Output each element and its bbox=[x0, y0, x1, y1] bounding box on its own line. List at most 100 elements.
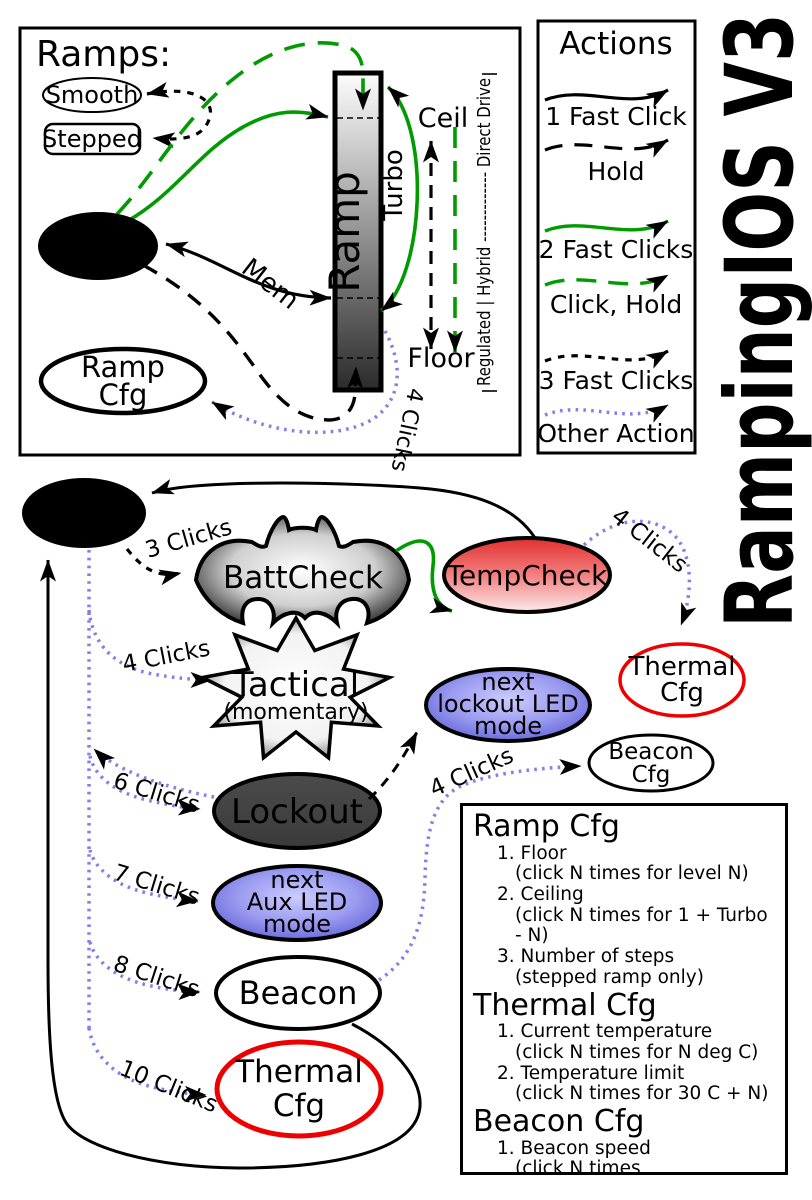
clicks8-label: 8 Clicks bbox=[110, 951, 202, 1003]
stepped-label: Stepped bbox=[42, 125, 142, 153]
thermal-cfg-label-line2: Cfg bbox=[660, 678, 704, 708]
legend-label-2-fast-clicks: 2 Fast Clicks bbox=[539, 235, 694, 264]
off-node-top bbox=[38, 212, 158, 280]
beacon-cfg-label-line1: Beacon bbox=[608, 739, 693, 765]
beacon-cfg-label-line2: Cfg bbox=[632, 762, 671, 788]
aux-led-mode-node bbox=[211, 864, 383, 942]
edge-1click-beacon-to-off bbox=[40, 559, 422, 1170]
cfg-heading-thermal: Thermal Cfg bbox=[473, 987, 657, 1023]
tactical-label-line1: Tactical bbox=[232, 665, 359, 705]
cfg-note: (click N times bbox=[515, 1158, 641, 1175]
off-label-bottom: OFF bbox=[40, 491, 127, 535]
cfg-item: 1. Beacon speed bbox=[497, 1137, 651, 1159]
beacon-label: Beacon bbox=[239, 974, 358, 1012]
clicks7-label: 7 Clicks bbox=[110, 860, 202, 911]
edge-clickhold-off-to-turbo bbox=[115, 41, 371, 216]
turbo-label: Turbo bbox=[379, 149, 409, 222]
legend-label-hold: Hold bbox=[588, 157, 645, 186]
cfg-note: (stepped ramp only) bbox=[515, 966, 704, 988]
lockout-led-label-line1: next bbox=[481, 668, 534, 696]
thermal-cfg2-node bbox=[214, 1039, 384, 1139]
legend-arrow-click-hold bbox=[544, 273, 669, 293]
cfg-item: 3. Number of steps bbox=[497, 946, 675, 968]
legend-label-other-action: Other Action bbox=[537, 419, 694, 448]
edge-1click-mem bbox=[165, 241, 332, 306]
ramp-cfg-node bbox=[38, 346, 208, 416]
tempcheck-label: TempCheck bbox=[446, 559, 609, 592]
cfg-item: 1. Current temperature bbox=[497, 1021, 713, 1043]
cfg-note: (click N times for level N) bbox=[515, 863, 749, 885]
legend-label-3-fast-clicks: 3 Fast Clicks bbox=[539, 366, 694, 395]
smooth-node bbox=[42, 77, 142, 113]
legend-arrow-other-action bbox=[544, 403, 669, 423]
off-node-bottom bbox=[22, 478, 146, 548]
legend-arrow-2-fast-clicks bbox=[544, 219, 669, 239]
legend-label-click-hold: Click, Hold bbox=[550, 290, 682, 319]
cfg-note: (click N times for 1 + Turbo - N) bbox=[515, 904, 774, 947]
lockout-led-mode-node bbox=[424, 667, 592, 743]
beacon-node bbox=[214, 955, 382, 1031]
lockout-led-label-line2: lockout LED bbox=[437, 690, 579, 718]
legend-arrow-1-fast-click bbox=[544, 88, 669, 108]
drive-scale-label: Regulated | Hybrid ------------- Direct … bbox=[475, 78, 495, 386]
clicks4-thermal-label: 4 Clicks bbox=[606, 503, 692, 578]
legend-label-1-fast-click: 1 Fast Click bbox=[545, 102, 687, 131]
cfg-item: 2. Temperature limit bbox=[497, 1062, 685, 1084]
ramp-cfg-label-line1: Ramp bbox=[81, 350, 165, 384]
clicks10-label: 10 Clicks bbox=[116, 1055, 222, 1118]
aux-led-label-line3: mode bbox=[263, 910, 331, 938]
legend-arrow-3-fast-clicks bbox=[544, 349, 669, 369]
actions-heading: Actions bbox=[559, 26, 672, 62]
off-label-top: OFF bbox=[54, 224, 141, 268]
cfg-item: 2. Ceiling bbox=[497, 884, 584, 906]
edge-4clicks-tempcheck-to-thermalcfg bbox=[582, 519, 697, 626]
legend-arrow-hold bbox=[544, 138, 669, 158]
aux-led-label-line1: next bbox=[270, 866, 323, 894]
cfg-item: 1. Floor bbox=[497, 842, 567, 864]
ramp-cfg-label-line2: Cfg bbox=[99, 378, 148, 412]
edge-7clicks-off-to-auxled bbox=[88, 849, 199, 908]
thermal-cfg-node bbox=[618, 642, 746, 718]
battcheck-label: BattCheck bbox=[223, 560, 383, 596]
stepped-node bbox=[43, 122, 142, 156]
edge-1click-tempcheck-to-off bbox=[151, 478, 542, 548]
lockout-label: Lockout bbox=[231, 792, 363, 832]
cfg-heading-ramp: Ramp Cfg bbox=[473, 809, 620, 844]
tactical-node bbox=[196, 614, 396, 762]
thermal-cfg2-label-line2: Cfg bbox=[273, 1088, 325, 1124]
config-reference-box: Ramp Cfg 1. Floor (click N times for lev… bbox=[460, 803, 788, 1175]
actions-box-border bbox=[536, 19, 697, 455]
ramp-bar-label: Ramp bbox=[320, 171, 369, 293]
edge-6clicks-lockout-to-off bbox=[92, 747, 215, 799]
tempcheck-node bbox=[442, 536, 612, 614]
edge-4clicks-ramp-to-rampcfg bbox=[211, 330, 399, 435]
floor-label: Floor bbox=[407, 343, 475, 374]
lockout-node bbox=[212, 772, 382, 850]
clicks6-label: 6 Clicks bbox=[110, 768, 202, 819]
ceil-label: Ceil bbox=[418, 103, 468, 134]
ramps-box-heading: Ramps: bbox=[36, 34, 171, 75]
cfg-note: (click N times for N deg C) bbox=[515, 1041, 759, 1063]
smooth-label: Smooth bbox=[46, 81, 139, 109]
edge-3clicks-off-to-battcheck bbox=[125, 548, 182, 586]
thermal-cfg2-label-line1: Thermal bbox=[234, 1054, 363, 1090]
edge-turbo-arc bbox=[379, 85, 420, 313]
cfg-note: (click N times for 30 C + N) bbox=[515, 1083, 769, 1105]
lockout-led-label-line3: mode bbox=[474, 712, 542, 740]
clicks4-tactical-label: 4 Clicks bbox=[120, 635, 212, 677]
battcheck-node bbox=[193, 514, 412, 630]
edge-4clicks-beacon-to-beaconcfg bbox=[378, 759, 582, 982]
cfg-heading-beacon: Beacon Cfg bbox=[473, 1104, 645, 1140]
aux-led-label-line2: Aux LED bbox=[247, 888, 347, 916]
tactical-label-line2: (momentary) bbox=[223, 700, 368, 725]
edge-3clicks-smooth-stepped-toggle bbox=[146, 81, 213, 149]
edge-hold-lockout-to-ledmode bbox=[367, 731, 419, 801]
edge-2clicks-battcheck-to-tempcheck bbox=[394, 539, 453, 614]
thermal-cfg-label-line1: Thermal bbox=[627, 652, 735, 682]
edge-8clicks-off-to-beacon bbox=[88, 941, 201, 1000]
page-title: RampingIOS V3 bbox=[706, 13, 812, 628]
edge-2clicks-off-to-ceiling bbox=[123, 104, 329, 225]
beacon-cfg-node bbox=[587, 733, 715, 793]
